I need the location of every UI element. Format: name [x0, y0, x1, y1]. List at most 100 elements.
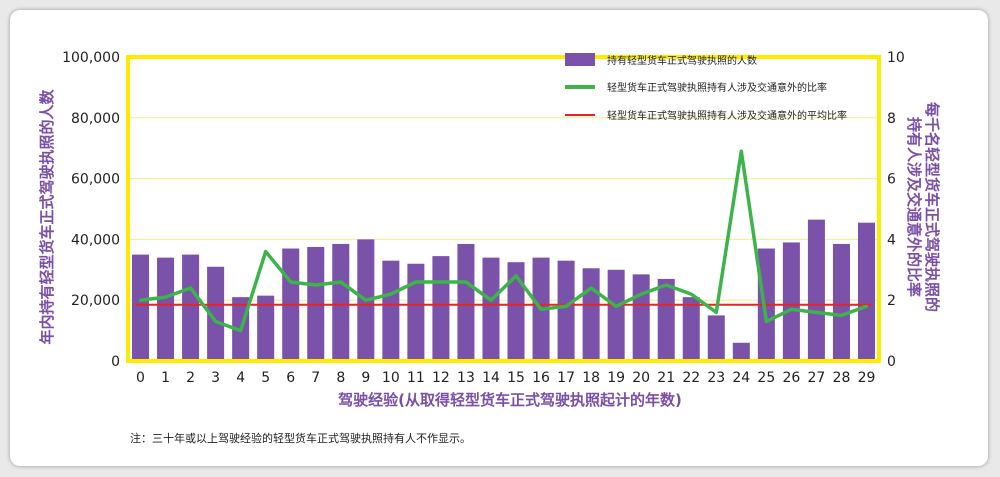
rate-point [864, 304, 868, 308]
right-tick-label: 2 [887, 293, 896, 309]
rate-point [614, 304, 618, 308]
rate-point [564, 304, 568, 308]
x-tick-label: 2 [186, 370, 195, 386]
x-tick-label: 7 [311, 370, 320, 386]
left-axis-ticks: 0 20,000 40,000 60,000 80,000 100,000 [62, 50, 120, 370]
x-tick-label: 29 [858, 370, 876, 386]
plot-border [126, 55, 881, 363]
left-tick-label: 40,000 [71, 232, 120, 248]
left-axis-title: 年内持有轻型货车正式驾驶执照的人数 [38, 89, 56, 345]
right-tick-label: 4 [887, 232, 896, 248]
bar [557, 260, 575, 361]
x-tick-label: 18 [582, 370, 600, 386]
x-tick-label: 25 [757, 370, 775, 386]
bar [732, 342, 750, 361]
bar [457, 243, 475, 361]
x-axis-ticks: 0 1 2 3 4 5 6 7 8 9 10 11 12 13 14 15 16 17 18 19 20 21 22 23 24… [136, 370, 875, 386]
rate-point [264, 250, 268, 254]
legend-label: 轻型货车正式驾驶执照持有人涉及交通意外的平均比率 [607, 109, 847, 122]
bar [382, 260, 400, 361]
x-tick-label: 23 [707, 370, 725, 386]
rate-point [664, 283, 668, 287]
rate-point [539, 307, 543, 311]
bar [857, 222, 875, 361]
bar [657, 278, 675, 361]
x-tick-label: 12 [432, 370, 450, 386]
rate-point [464, 280, 468, 284]
x-tick-label: 17 [557, 370, 575, 386]
x-axis-title: 驾驶经验(从取得轻型货车正式驾驶执照起计的年数) [338, 391, 682, 409]
rate-point [639, 292, 643, 296]
rate-point [514, 274, 518, 278]
rate-point [589, 286, 593, 290]
rate-point [189, 286, 193, 290]
x-tick-label: 28 [833, 370, 851, 386]
x-tick-label: 3 [211, 370, 220, 386]
chart-card: 0 20,000 40,000 60,000 80,000 100,000 0 2 4 6 8 10… [10, 10, 988, 466]
right-tick-label: 10 [887, 50, 905, 66]
x-tick-label: 4 [236, 370, 245, 386]
bar [782, 242, 800, 361]
x-tick-label: 6 [286, 370, 295, 386]
bar [632, 274, 650, 361]
x-tick-label: 21 [657, 370, 675, 386]
x-tick-label: 11 [407, 370, 425, 386]
bar [807, 219, 825, 361]
right-axis-title-line-2: 持有人涉及交通意外的比率 [905, 117, 923, 297]
rate-point [489, 298, 493, 302]
rate-point [364, 298, 368, 302]
rate-point [389, 292, 393, 296]
rate-point [764, 319, 768, 323]
rate-point [339, 280, 343, 284]
bar [432, 256, 450, 361]
x-tick-label: 16 [532, 370, 550, 386]
bar [407, 263, 425, 361]
left-tick-label: 20,000 [71, 293, 120, 309]
legend-bar-swatch [565, 53, 595, 66]
rate-line-series [139, 149, 868, 333]
rate-point [789, 307, 793, 311]
legend-label: 轻型货车正式驾驶执照持有人涉及交通意外的比率 [607, 81, 827, 94]
x-tick-label: 13 [457, 370, 475, 386]
x-tick-label: 26 [782, 370, 800, 386]
rate-point [164, 295, 168, 299]
x-tick-label: 8 [336, 370, 345, 386]
rate-line [140, 149, 868, 333]
left-tick-label: 60,000 [71, 172, 120, 188]
bar [832, 243, 850, 361]
x-tick-label: 5 [261, 370, 270, 386]
x-tick-label: 0 [136, 370, 145, 386]
rate-point [839, 313, 843, 317]
rate-point [289, 280, 293, 284]
rate-point [239, 329, 243, 333]
x-tick-label: 1 [161, 370, 170, 386]
right-tick-label: 6 [887, 172, 896, 188]
bar [132, 254, 150, 361]
bar [207, 266, 225, 361]
bar [582, 268, 600, 361]
x-tick-label: 22 [682, 370, 700, 386]
bar [157, 257, 175, 361]
footnote: 注：三十年或以上驾驶经验的轻型货车正式驾驶执照持有人不作显示。 [130, 431, 471, 445]
right-tick-label: 8 [887, 111, 896, 127]
right-axis-ticks: 0 2 4 6 8 10 [887, 50, 905, 370]
x-tick-label: 20 [632, 370, 650, 386]
x-tick-label: 19 [607, 370, 625, 386]
legend-label: 持有轻型货车正式驾驶执照的人数 [607, 54, 757, 67]
x-tick-label: 14 [482, 370, 500, 386]
rate-point [439, 280, 443, 284]
bar [707, 315, 725, 361]
x-tick-label: 9 [361, 370, 370, 386]
bar [257, 295, 275, 361]
left-tick-label: 80,000 [71, 111, 120, 127]
bar [507, 262, 525, 361]
rate-point [314, 283, 318, 287]
legend: 持有轻型货车正式驾驶执照的人数轻型货车正式驾驶执照持有人涉及交通意外的比率轻型货… [565, 53, 847, 122]
rate-point [739, 149, 743, 153]
bar [682, 297, 700, 361]
right-axis-title-line-1: 每千名轻型货车正式驾驶执照的 [923, 102, 941, 312]
x-tick-label: 24 [732, 370, 750, 386]
bar [482, 257, 500, 361]
rate-point [814, 310, 818, 314]
rate-point [214, 319, 218, 323]
